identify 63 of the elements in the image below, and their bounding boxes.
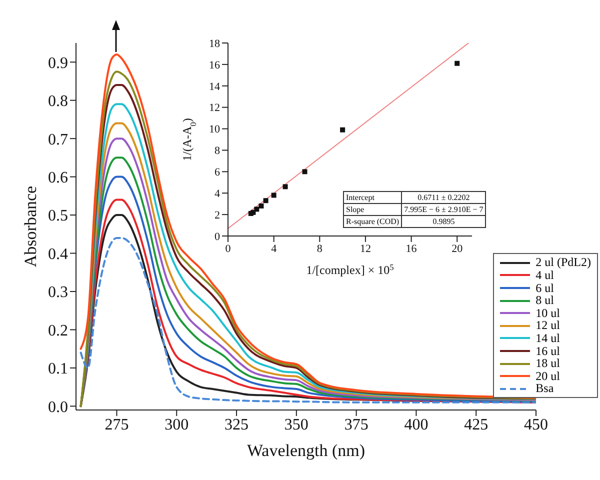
- y-tick-label: 0.7: [48, 131, 68, 148]
- legend-label: 6 ul: [536, 280, 554, 295]
- x-tick-label: 300: [164, 416, 189, 434]
- y-tick-label: 0.0: [48, 398, 68, 416]
- x-tick-label: 375: [344, 416, 368, 434]
- annotation: 7.995E − 6 ± 2.910E − 7: [402, 204, 486, 216]
- point: [302, 169, 308, 174]
- x-tick-label: 16: [406, 242, 418, 255]
- point: [263, 198, 268, 204]
- point: [340, 127, 346, 132]
- x-tick-label: 400: [404, 416, 428, 434]
- legend-label: 14 ul: [536, 331, 560, 346]
- x-tick-label: 4: [271, 242, 278, 255]
- y-tick-label: 0.9: [48, 54, 68, 72]
- y-tick-label: 4: [214, 188, 220, 200]
- x-tick-label: 8: [316, 242, 323, 255]
- legend-label: 16 ul: [536, 344, 560, 358]
- annotation: Intercept: [344, 192, 402, 204]
- point: [271, 192, 276, 198]
- legend-label: 8 ul: [536, 293, 554, 308]
- legend-label: 20 ul: [536, 368, 560, 383]
- x-tick-label: 325: [224, 416, 249, 434]
- y-tick-label: 8: [214, 145, 220, 158]
- y-tick-label: 0.4: [48, 246, 68, 263]
- y-tick-label: 0.1: [48, 360, 68, 378]
- legend-label: Bsa: [536, 381, 554, 396]
- x-tick-label: 20: [452, 242, 464, 255]
- y-tick-label: 18: [209, 38, 220, 50]
- y-tick-label: 10: [209, 124, 220, 136]
- y-tick-label: 0: [214, 230, 220, 243]
- legend-label: 2 ul (PdL2): [536, 255, 591, 270]
- annotation: 0.9895: [402, 216, 486, 228]
- y-tick-label: 2: [214, 209, 220, 222]
- annotation: R-square (COD): [344, 216, 402, 228]
- point: [250, 210, 256, 215]
- annotation: Slope: [344, 204, 402, 216]
- point: [254, 206, 260, 212]
- legend-label: 10 ul: [536, 306, 560, 320]
- x-tick-label: 0: [225, 242, 232, 255]
- x-tick-label: 12: [360, 242, 371, 255]
- y-axis-title: Absorbance: [21, 186, 40, 268]
- point: [454, 60, 460, 66]
- y-tick-label: 6: [214, 166, 220, 179]
- point: [282, 184, 288, 190]
- y-tick-label: 12: [209, 102, 220, 114]
- x-tick-label: 350: [284, 416, 308, 434]
- y-tick-label: 14: [209, 80, 220, 93]
- x-tick-label: 275: [104, 416, 129, 434]
- legend-label: 18 ul: [536, 356, 560, 370]
- annotation: 0.6711 ± 0.2202: [402, 192, 486, 204]
- x-tick-label: 450: [524, 416, 548, 434]
- x-axis-title: 1/[complex] × 10$^{5}$: [306, 262, 394, 277]
- y-tick-label: 0.5: [48, 208, 68, 225]
- y-tick-label: 0.6: [48, 169, 68, 186]
- y-tick-label: 16: [209, 59, 220, 72]
- y-tick-label: 0.2: [48, 322, 68, 340]
- x-tick-label: 425: [464, 416, 488, 434]
- point: [258, 203, 264, 208]
- legend-label: 4 ul: [536, 268, 554, 282]
- y-tick-label: 0.3: [48, 284, 68, 302]
- y-tick-label: 0.8: [48, 93, 68, 110]
- x-axis-title: Wavelength (nm): [246, 441, 366, 460]
- legend-label: 12 ul: [536, 318, 560, 332]
